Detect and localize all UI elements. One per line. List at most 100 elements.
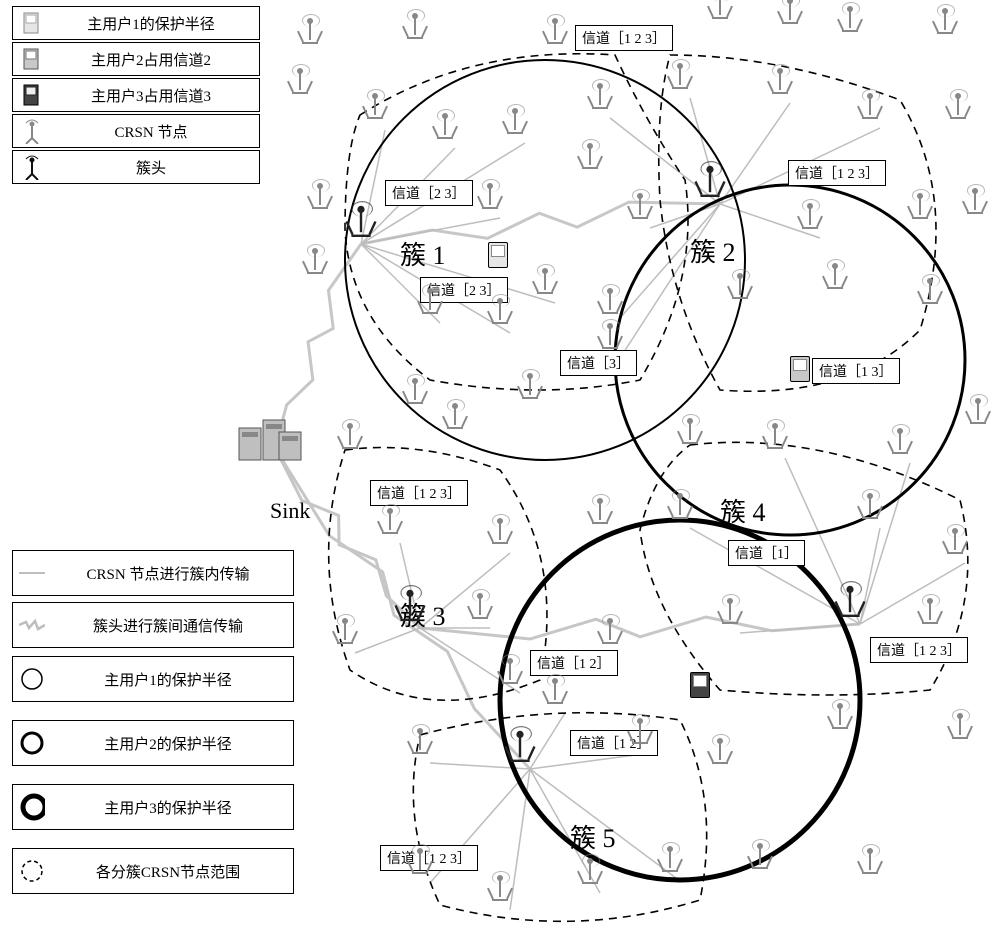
crsn-node-icon (404, 374, 426, 404)
legend-text: 主用户2占用信道2 (49, 49, 253, 70)
crsn-node-icon (419, 284, 441, 314)
crsn-node-icon (589, 494, 611, 524)
crsn-node-icon (919, 274, 941, 304)
crsn-node-icon (304, 244, 326, 274)
legend-icon (19, 666, 45, 692)
cluster-head-icon (697, 161, 723, 197)
crsn-node-icon (889, 424, 911, 454)
legend-row: CRSN 节点 (12, 114, 260, 148)
crsn-node-icon (669, 489, 691, 519)
crsn-node-icon (599, 614, 621, 644)
crsn-node-icon (339, 419, 361, 449)
cluster-head-icon (837, 581, 863, 617)
cluster-label: 簇 4 (720, 492, 766, 529)
crsn-node-icon (334, 614, 356, 644)
crsn-node-icon (489, 294, 511, 324)
legend-text: CRSN 节点 (49, 121, 253, 142)
crsn-node-icon (769, 64, 791, 94)
crsn-node-icon (964, 184, 986, 214)
channel-box: 信道［3］ (560, 350, 637, 376)
crsn-node-icon (679, 414, 701, 444)
channel-box: 信道［1 2 3］ (870, 637, 968, 663)
crsn-node-icon (944, 524, 966, 554)
legend-text: 簇头进行簇间通信传输 (49, 615, 287, 636)
crsn-node-icon (489, 871, 511, 901)
channel-box: 信道［2 3］ (385, 180, 473, 206)
crsn-node-icon (499, 654, 521, 684)
legend-icon (19, 794, 45, 820)
legend-row: 主用户3的保护半径 (12, 784, 294, 830)
legend-text: 主用户3的保护半径 (49, 797, 287, 818)
crsn-node-icon (729, 269, 751, 299)
crsn-node-icon (409, 844, 431, 874)
channel-box: 信道［1］ (728, 540, 805, 566)
primary-user-device-icon (690, 672, 708, 696)
crsn-node-icon (379, 504, 401, 534)
legend-row: 主用户1的保护半径 (12, 656, 294, 702)
channel-box: 信道［1 2］ (530, 650, 618, 676)
channel-box: 信道［1 2 3］ (788, 160, 886, 186)
crsn-node-icon (519, 369, 541, 399)
primary-user-device-icon (488, 242, 506, 266)
legend-text: 簇头 (49, 157, 253, 178)
crsn-node-icon (589, 79, 611, 109)
crsn-node-icon (709, 734, 731, 764)
legend-text: 主用户1的保护半径 (49, 669, 287, 690)
crsn-node-icon (909, 189, 931, 219)
primary-user-device-icon (790, 356, 808, 380)
cluster-head-icon (348, 201, 374, 237)
legend-text: 主用户3占用信道3 (49, 85, 253, 106)
crsn-node-icon (749, 839, 771, 869)
legend-row: 各分簇CRSN节点范围 (12, 848, 294, 894)
channel-box: 信道［1 2 3］ (370, 480, 468, 506)
crsn-node-icon (764, 419, 786, 449)
crsn-node-icon (629, 714, 651, 744)
crsn-node-icon (544, 674, 566, 704)
legend-icon (19, 858, 45, 884)
crsn-node-icon (829, 699, 851, 729)
legend-row: 簇头进行簇间通信传输 (12, 602, 294, 648)
crsn-node-icon (309, 179, 331, 209)
crsn-node-icon (824, 259, 846, 289)
crsn-node-icon (947, 89, 969, 119)
legend-row: 主用户2占用信道2 (12, 42, 260, 76)
crsn-node-icon (949, 709, 971, 739)
crsn-node-icon (289, 64, 311, 94)
crsn-node-icon (779, 0, 801, 24)
legend-icon (19, 730, 45, 756)
crsn-node-icon (934, 4, 956, 34)
crsn-node-icon (579, 854, 601, 884)
diagram-canvas: Sink 主用户1的保护半径 主用户2占用信道2 主用户3占用信道3 CRSN … (0, 0, 1000, 945)
crsn-node-icon (859, 844, 881, 874)
cluster-label: 簇 1 (400, 235, 446, 272)
legend-text: 主用户2的保护半径 (49, 733, 287, 754)
crsn-node-icon (409, 724, 431, 754)
legend-row: 簇头 (12, 150, 260, 184)
crsn-node-icon (434, 109, 456, 139)
sink-servers-icon (235, 410, 305, 470)
crsn-node-icon (599, 319, 621, 349)
sink-label: Sink (270, 498, 310, 524)
legend-row: 主用户2的保护半径 (12, 720, 294, 766)
crsn-node-icon (504, 104, 526, 134)
crsn-node-icon (479, 179, 501, 209)
cluster-head-icon (397, 585, 423, 621)
crsn-node-icon (534, 264, 556, 294)
crsn-node-icon (364, 89, 386, 119)
crsn-node-icon (839, 2, 861, 32)
crsn-node-icon (859, 489, 881, 519)
crsn-node-icon (799, 199, 821, 229)
cluster-label: 簇 2 (690, 232, 736, 269)
channel-box: 信道［1 2 3］ (575, 25, 673, 51)
legend-icon (19, 612, 45, 638)
legend-row: 主用户3占用信道3 (12, 78, 260, 112)
crsn-node-icon (579, 139, 601, 169)
crsn-node-icon (629, 189, 651, 219)
crsn-node-icon (599, 284, 621, 314)
legend-icon (19, 46, 45, 72)
legend-row: 主用户1的保护半径 (12, 6, 260, 40)
crsn-node-icon (719, 594, 741, 624)
crsn-node-icon (859, 89, 881, 119)
crsn-node-icon (544, 14, 566, 44)
crsn-node-icon (659, 842, 681, 872)
